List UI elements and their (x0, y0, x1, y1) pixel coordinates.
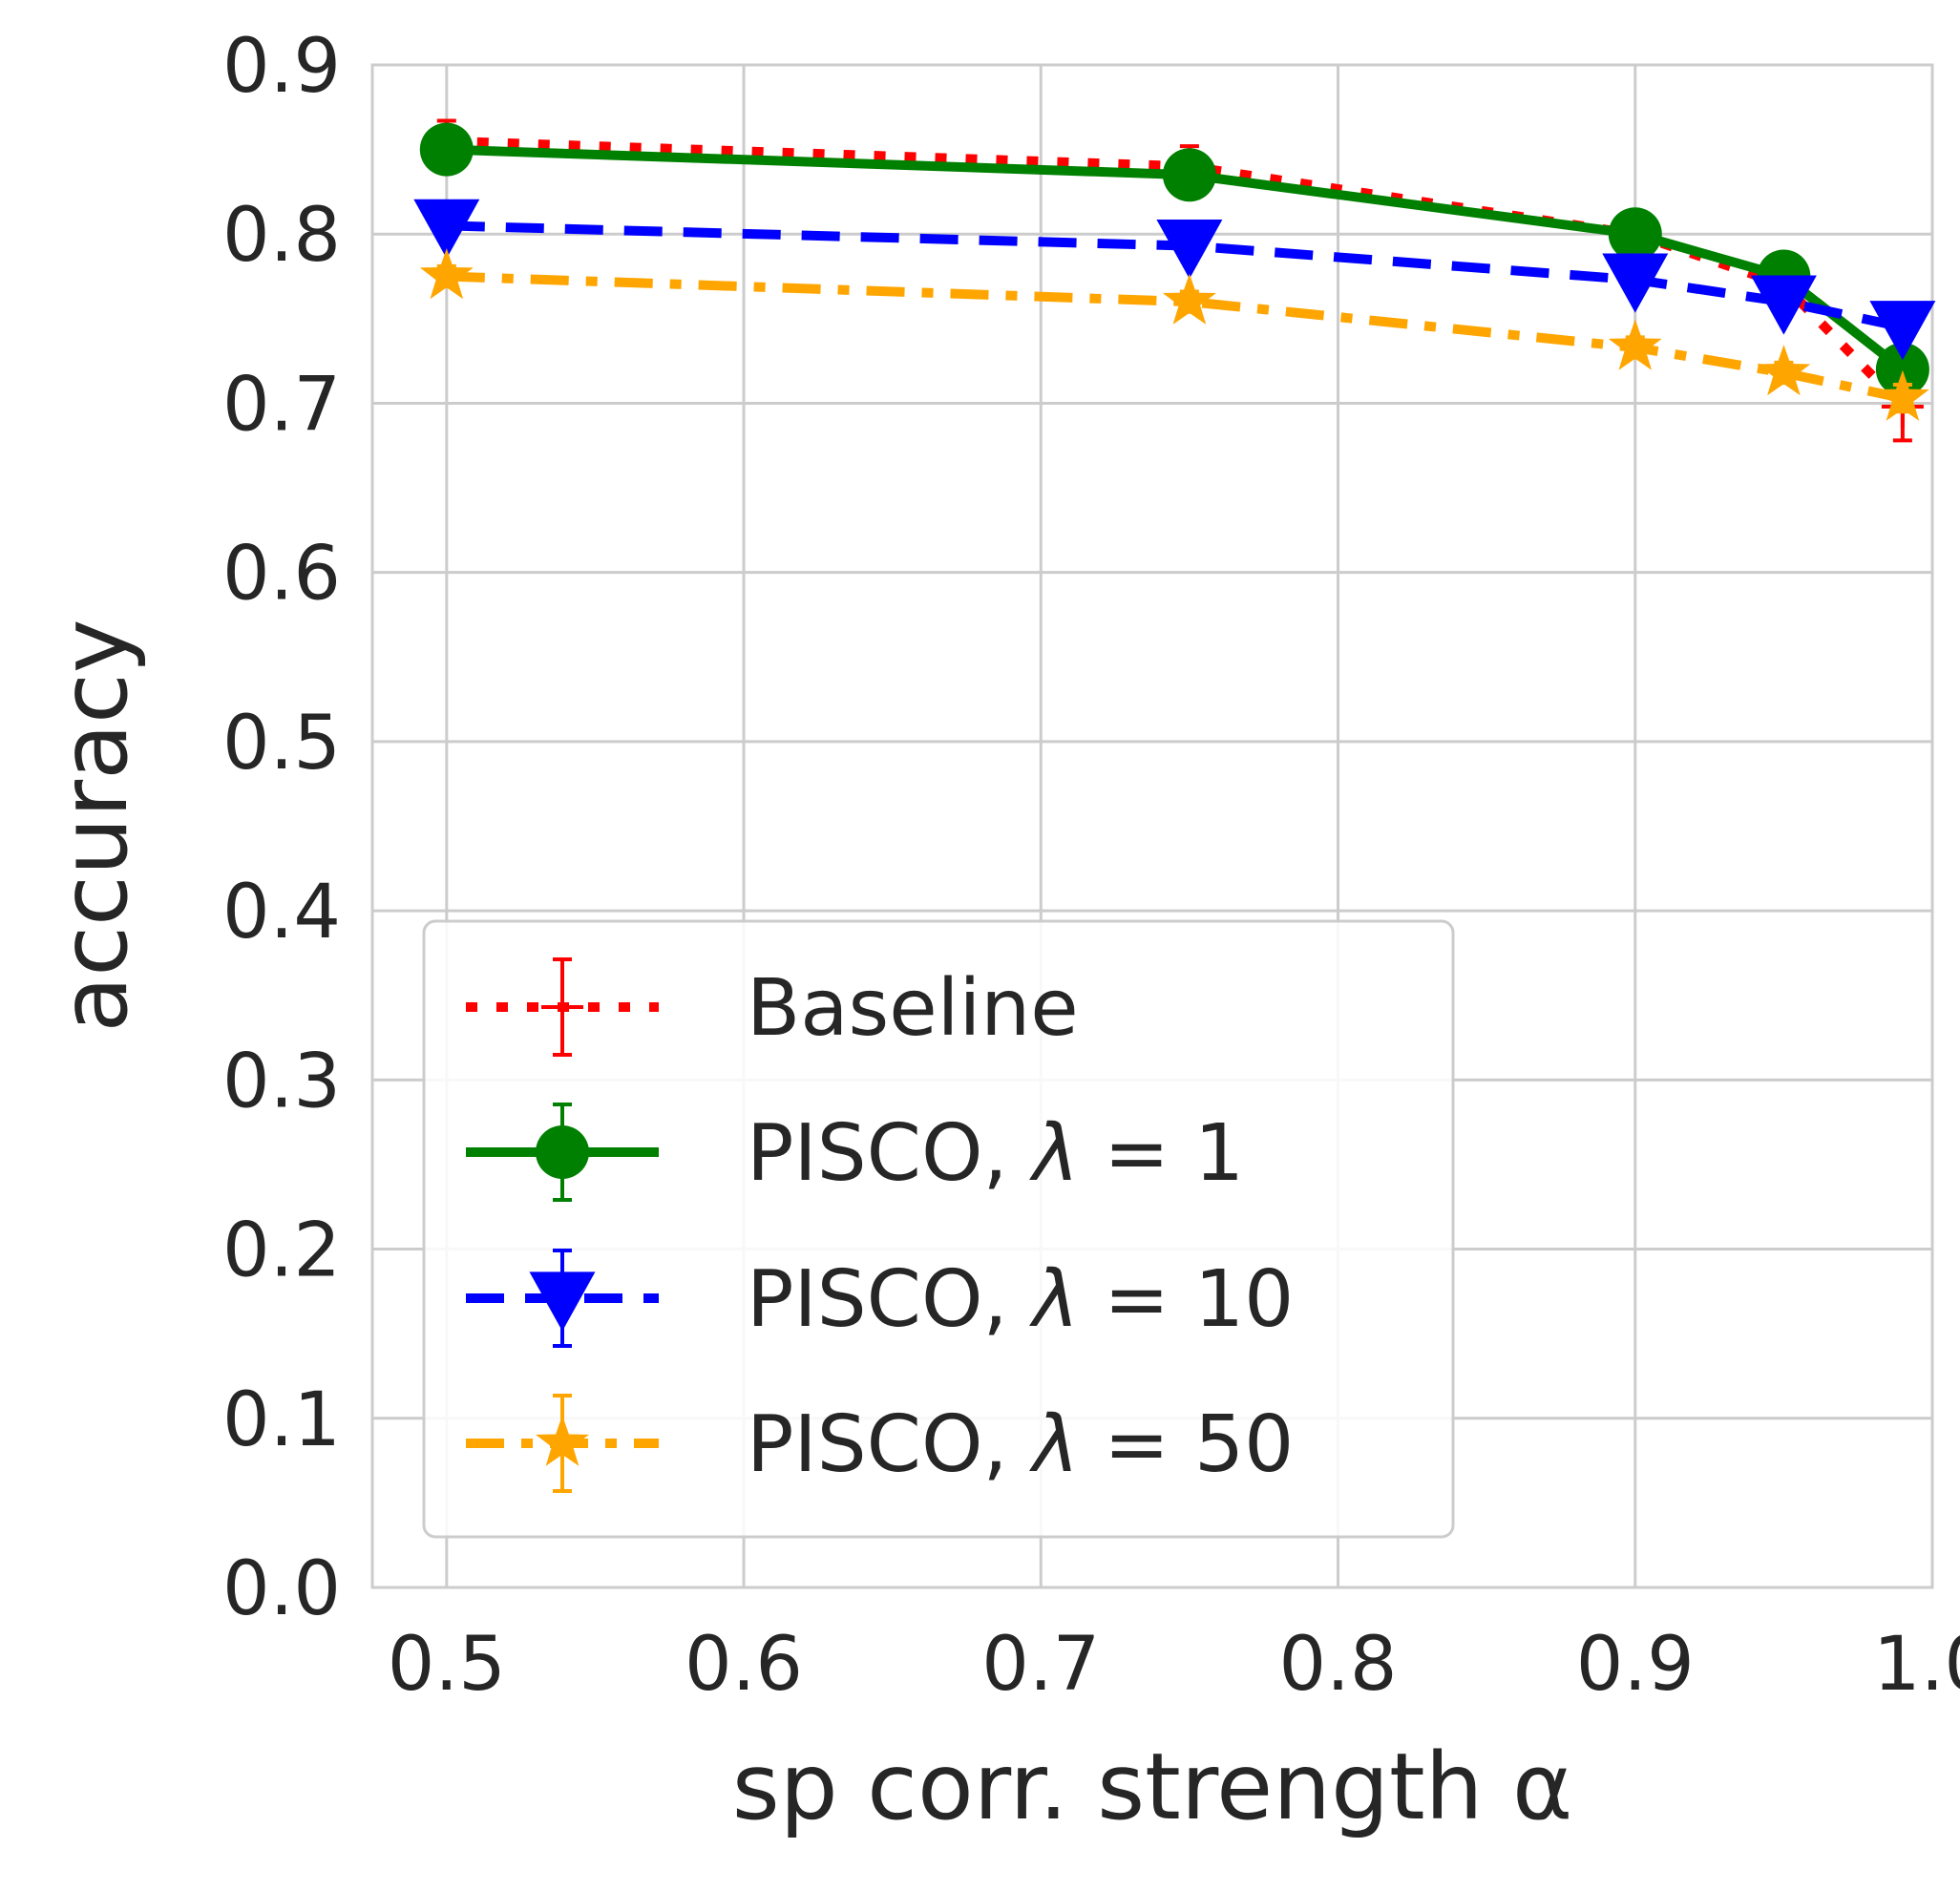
legend-label: Baseline (747, 963, 1079, 1054)
legend-entry-2: PISCO, λ = 10 (466, 1249, 1294, 1348)
triangle-marker (1750, 275, 1817, 335)
triangle-marker (1156, 220, 1223, 280)
circle-marker (1162, 148, 1216, 202)
legend-label: PISCO, λ = 50 (747, 1399, 1294, 1490)
star-marker (1875, 369, 1929, 421)
legend-lambda-symbol: λ (1029, 1108, 1105, 1199)
legend-label-text: PISCO, (747, 1399, 1033, 1490)
x-tick-label: 1.0 (1873, 1622, 1960, 1708)
x-tick-label: 0.7 (981, 1622, 1100, 1708)
triangle-marker (529, 1271, 596, 1332)
x-tick-label: 0.5 (388, 1622, 506, 1708)
x-axis-title: sp corr. strength α (732, 1733, 1573, 1840)
y-axis-ticks: 0.0 0.1 0.2 0.3 0.4 0.5 0.6 0.7 0.8 0.9 (222, 24, 341, 1632)
legend-box (422, 919, 1455, 1539)
legend-lambda-value: = 50 (1104, 1399, 1294, 1490)
legend-entry-0: Baseline (466, 957, 1079, 1057)
series-group (413, 118, 1936, 443)
x-tick-label: 0.8 (1279, 1622, 1398, 1708)
star-marker (536, 1415, 589, 1466)
circle-marker (1608, 207, 1662, 262)
y-tick-label: 0.3 (222, 1039, 341, 1124)
triangle-marker (1869, 301, 1936, 361)
plus-marker (541, 986, 583, 1028)
triangle-marker (1602, 253, 1669, 313)
x-axis-ticks: 0.5 0.6 0.7 0.8 0.9 1.0 (388, 1622, 1960, 1708)
circle-marker (1875, 343, 1929, 396)
y-tick-label: 0.2 (222, 1208, 341, 1294)
star-marker (419, 248, 474, 300)
y-tick-label: 0.6 (222, 532, 341, 618)
legend-lambda-value: = 10 (1104, 1254, 1294, 1345)
legend-label: PISCO, λ = 1 (747, 1108, 1244, 1199)
series-3 (419, 248, 1929, 421)
y-tick-label: 0.9 (222, 24, 341, 110)
x-tick-label: 0.9 (1576, 1622, 1695, 1708)
y-tick-label: 0.1 (222, 1377, 341, 1463)
y-axis-title: accuracy (41, 619, 148, 1032)
star-marker (1757, 345, 1811, 396)
legend-entry-1: PISCO, λ = 1 (466, 1103, 1244, 1202)
legend-lambda-symbol: λ (1029, 1399, 1105, 1490)
y-tick-label: 0.7 (222, 362, 341, 448)
x-tick-label: 0.6 (685, 1622, 803, 1708)
legend-entry-3: PISCO, λ = 50 (466, 1394, 1294, 1493)
triangle-marker (413, 199, 480, 259)
y-tick-label: 0.5 (222, 701, 341, 787)
legend-label-text: PISCO, (747, 1108, 1033, 1199)
legend-label: PISCO, λ = 10 (747, 1254, 1294, 1345)
y-tick-label: 0.0 (222, 1546, 341, 1632)
y-tick-label: 0.8 (222, 193, 341, 279)
star-marker (1608, 319, 1662, 370)
series-2 (413, 199, 1936, 361)
circle-marker (536, 1125, 589, 1179)
circle-marker (419, 122, 474, 177)
y-tick-label: 0.4 (222, 870, 341, 956)
legend-lambda-value: = 1 (1104, 1108, 1244, 1199)
legend-label-text: PISCO, (747, 1254, 1033, 1345)
star-marker (1162, 273, 1216, 325)
legend-lambda-symbol: λ (1029, 1254, 1105, 1345)
legend-label-text: Baseline (747, 963, 1079, 1054)
